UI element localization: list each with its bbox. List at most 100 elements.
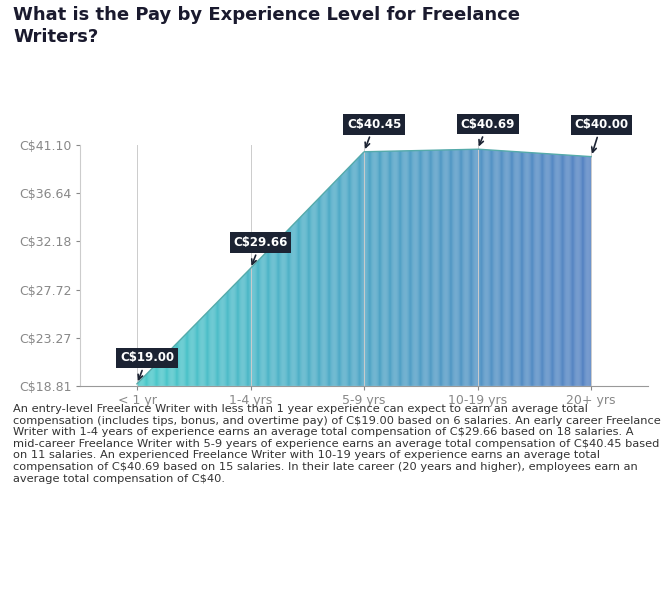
Polygon shape [556,154,558,386]
Polygon shape [288,229,289,386]
Polygon shape [377,151,378,386]
Polygon shape [150,369,152,386]
Polygon shape [228,291,229,386]
Polygon shape [187,332,188,386]
Polygon shape [292,226,293,386]
Polygon shape [295,221,296,386]
Polygon shape [413,151,415,386]
Polygon shape [355,160,356,386]
Polygon shape [383,151,385,386]
Polygon shape [204,315,205,386]
Polygon shape [484,150,485,386]
Polygon shape [227,291,228,386]
Polygon shape [429,150,430,386]
Polygon shape [322,194,323,386]
Polygon shape [183,336,184,386]
Polygon shape [381,151,382,386]
Polygon shape [348,167,349,386]
Text: What is the Pay by Experience Level for Freelance
Writers?: What is the Pay by Experience Level for … [13,6,520,46]
Polygon shape [418,151,419,386]
Polygon shape [468,150,469,386]
Polygon shape [209,310,210,386]
Polygon shape [162,357,164,386]
Polygon shape [306,210,307,386]
Polygon shape [522,152,523,386]
Polygon shape [330,186,331,386]
Polygon shape [282,236,283,386]
Polygon shape [339,177,340,386]
Polygon shape [503,151,504,386]
Polygon shape [217,302,218,386]
Polygon shape [263,254,265,386]
Polygon shape [393,151,395,386]
Polygon shape [392,151,393,386]
Polygon shape [505,151,506,386]
Polygon shape [203,315,204,386]
Polygon shape [146,374,147,386]
Polygon shape [589,157,591,386]
Polygon shape [350,165,351,386]
Polygon shape [552,154,553,386]
Polygon shape [179,341,180,386]
Polygon shape [293,223,295,386]
Polygon shape [239,279,240,386]
Polygon shape [198,321,199,386]
Polygon shape [226,292,227,386]
Polygon shape [351,165,352,386]
Polygon shape [335,180,336,386]
Polygon shape [564,155,566,386]
Polygon shape [305,211,306,386]
Polygon shape [219,300,220,386]
Polygon shape [311,206,312,386]
Polygon shape [542,153,543,386]
Polygon shape [245,273,246,386]
Polygon shape [432,150,433,386]
Polygon shape [570,155,571,386]
Polygon shape [347,168,348,386]
Polygon shape [332,184,333,386]
Polygon shape [569,155,570,386]
Polygon shape [341,175,342,386]
Polygon shape [373,151,375,386]
Polygon shape [320,196,321,386]
Polygon shape [244,274,245,386]
Polygon shape [168,352,169,386]
Polygon shape [397,151,398,386]
Polygon shape [466,150,468,386]
Polygon shape [307,209,308,386]
Polygon shape [370,151,371,386]
Polygon shape [543,153,544,386]
Polygon shape [138,382,139,386]
Polygon shape [317,199,318,386]
Polygon shape [534,153,535,386]
Polygon shape [528,153,529,386]
Polygon shape [215,303,216,386]
Polygon shape [548,154,549,386]
Polygon shape [246,272,247,386]
Polygon shape [275,242,276,386]
Polygon shape [278,239,279,386]
Polygon shape [389,151,390,386]
Polygon shape [424,150,425,386]
Polygon shape [329,187,330,386]
Polygon shape [553,154,554,386]
Polygon shape [280,238,281,386]
Polygon shape [538,153,539,386]
Polygon shape [496,150,498,386]
Polygon shape [573,156,574,386]
Polygon shape [345,170,346,386]
Polygon shape [218,301,219,386]
Polygon shape [210,308,212,386]
Polygon shape [369,151,370,386]
Polygon shape [494,150,495,386]
Polygon shape [289,228,290,386]
Polygon shape [379,151,380,386]
Polygon shape [178,341,179,386]
Polygon shape [346,169,347,386]
Polygon shape [367,152,368,386]
Text: C$40.69: C$40.69 [461,118,515,145]
Text: C$29.66: C$29.66 [234,236,288,264]
Polygon shape [554,154,556,386]
Polygon shape [472,150,473,386]
Polygon shape [194,324,195,386]
